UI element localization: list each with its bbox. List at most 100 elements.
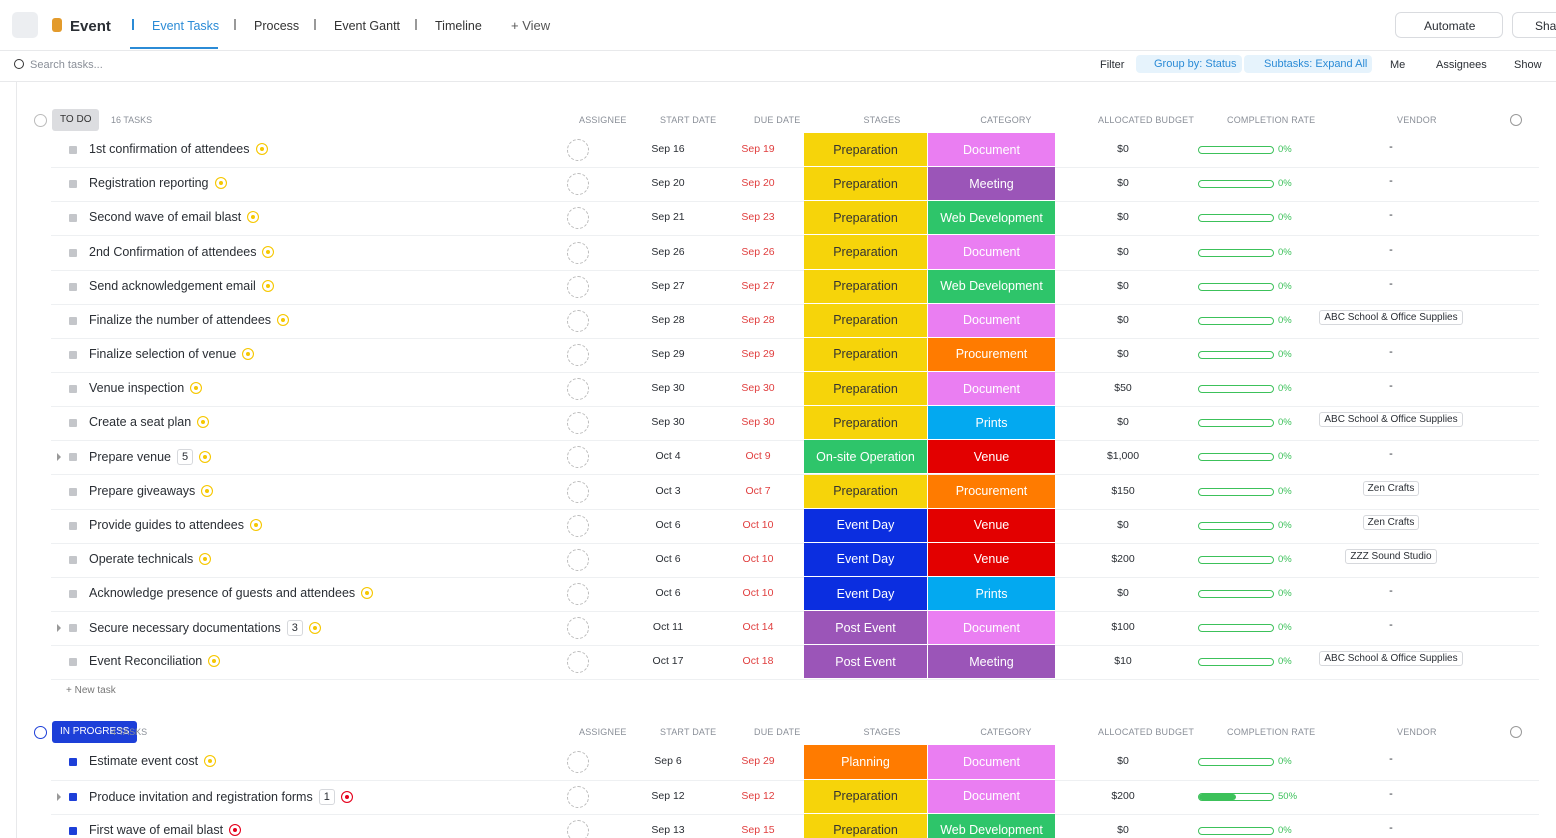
category-cell[interactable]: Document xyxy=(928,133,1055,167)
priority-icon[interactable] xyxy=(277,313,290,326)
assignee-placeholder[interactable] xyxy=(567,514,589,537)
task-name[interactable]: Send acknowledgement email xyxy=(89,279,274,293)
stage-cell[interactable]: Preparation xyxy=(804,779,927,813)
category-cell[interactable]: Prints xyxy=(928,576,1055,611)
task-row[interactable] xyxy=(51,440,1539,476)
category-cell[interactable]: Document xyxy=(928,745,1055,779)
stage-cell[interactable]: Preparation xyxy=(804,303,927,337)
category-cell[interactable]: Venue xyxy=(928,508,1055,542)
stage-cell[interactable]: Preparation xyxy=(804,474,927,508)
collapse-toggle[interactable] xyxy=(34,726,47,740)
category-cell[interactable]: Document xyxy=(928,303,1055,337)
priority-icon[interactable] xyxy=(249,518,262,531)
task-row[interactable] xyxy=(51,201,1539,237)
stage-cell[interactable]: On-site Operation xyxy=(804,440,927,474)
space-icon[interactable] xyxy=(12,12,38,38)
view-tab[interactable]: Event Gantt xyxy=(334,19,401,33)
task-name[interactable]: Create a seat plan xyxy=(89,415,210,430)
priority-icon[interactable] xyxy=(214,177,227,190)
category-cell[interactable]: Document xyxy=(928,372,1055,406)
task-row[interactable] xyxy=(51,372,1539,408)
assignee-placeholder[interactable] xyxy=(567,343,589,366)
category-cell[interactable]: Web Development xyxy=(928,813,1055,838)
task-title[interactable]: Provide guides to attendees xyxy=(89,517,244,532)
task-title[interactable]: Create a seat plan xyxy=(89,415,192,430)
task-title[interactable]: Send acknowledgement email xyxy=(89,278,256,293)
task-title[interactable]: Produce invitation and registration form… xyxy=(89,789,313,804)
priority-icon[interactable] xyxy=(247,211,260,224)
task-name[interactable]: Secure necessary documentations 3 xyxy=(89,620,321,637)
category-cell[interactable]: Document xyxy=(928,779,1055,813)
assignee-placeholder[interactable] xyxy=(567,651,589,674)
priority-icon[interactable] xyxy=(308,622,321,635)
priority-icon[interactable] xyxy=(361,587,374,600)
stage-cell[interactable]: Preparation xyxy=(804,406,927,440)
assignee-placeholder[interactable] xyxy=(567,275,589,298)
task-title[interactable]: 1st confirmation of attendees xyxy=(89,142,250,157)
assignee-placeholder[interactable] xyxy=(567,446,589,469)
task-name[interactable]: Provide guides to attendees xyxy=(89,518,262,532)
expand-arrow[interactable] xyxy=(57,453,61,462)
task-name[interactable]: Acknowledge presence of guests and atten… xyxy=(89,586,374,600)
task-row[interactable] xyxy=(51,406,1539,442)
assignees[interactable]: Assignees xyxy=(1436,59,1487,71)
priority-icon[interactable] xyxy=(204,755,217,768)
task-name[interactable]: Prepare giveaways xyxy=(89,484,214,498)
stage-cell[interactable]: Post Event xyxy=(804,611,927,645)
stage-cell[interactable]: Preparation xyxy=(804,372,927,406)
category-cell[interactable]: Prints xyxy=(928,406,1055,440)
automate-button[interactable]: Automate xyxy=(1395,12,1503,38)
assignee-placeholder[interactable] xyxy=(567,241,589,264)
subtask-count[interactable]: 5 xyxy=(177,449,194,466)
task-row[interactable] xyxy=(51,167,1539,203)
task-name[interactable]: 2nd Confirmation of attendees xyxy=(89,245,275,259)
task-name[interactable]: Event Reconciliation xyxy=(89,654,221,669)
task-row[interactable] xyxy=(51,133,1539,169)
assignee-placeholder[interactable] xyxy=(567,309,589,332)
priority-icon[interactable] xyxy=(199,552,212,565)
task-row[interactable] xyxy=(51,611,1539,647)
task-row[interactable] xyxy=(51,475,1539,510)
priority-icon[interactable] xyxy=(197,416,210,429)
task-name[interactable]: Venue inspection xyxy=(89,381,203,395)
stage-cell[interactable]: Preparation xyxy=(804,133,927,167)
view-tab[interactable]: Timeline xyxy=(435,19,482,33)
stage-cell[interactable]: Event Day xyxy=(804,542,927,576)
task-row[interactable] xyxy=(51,304,1539,339)
task-row[interactable] xyxy=(51,338,1539,374)
subtask-count[interactable]: 1 xyxy=(318,788,335,805)
task-name[interactable]: Estimate event cost xyxy=(89,754,217,769)
priority-icon[interactable] xyxy=(242,347,255,360)
add-view[interactable]: + View xyxy=(511,18,551,33)
task-name[interactable]: First wave of email blast xyxy=(89,823,242,837)
task-row[interactable] xyxy=(51,543,1539,578)
category-cell[interactable]: Web Development xyxy=(928,201,1055,235)
stage-cell[interactable]: Event Day xyxy=(804,576,927,611)
category-cell[interactable]: Document xyxy=(928,235,1055,269)
task-name[interactable]: Produce invitation and registration form… xyxy=(89,788,353,805)
group-by[interactable]: Group by: Status xyxy=(1136,55,1242,73)
priority-icon[interactable] xyxy=(255,143,268,156)
subtask-count[interactable]: 3 xyxy=(286,620,303,637)
task-row[interactable] xyxy=(51,780,1539,815)
assignee-placeholder[interactable] xyxy=(567,548,589,571)
priority-icon[interactable] xyxy=(229,823,242,836)
task-row[interactable] xyxy=(51,745,1539,781)
subtasks[interactable]: Subtasks: Expand All xyxy=(1244,55,1373,73)
stage-cell[interactable]: Preparation xyxy=(804,337,927,372)
category-cell[interactable]: Procurement xyxy=(928,337,1055,372)
task-name[interactable]: Finalize selection of venue xyxy=(89,347,255,361)
add-column[interactable] xyxy=(1510,114,1522,126)
task-title[interactable]: Estimate event cost xyxy=(89,754,199,769)
assignee-placeholder[interactable] xyxy=(567,583,589,606)
show[interactable]: Show xyxy=(1514,59,1542,71)
priority-icon[interactable] xyxy=(261,279,274,292)
category-cell[interactable]: Meeting xyxy=(928,645,1055,679)
task-name[interactable]: Operate technicals xyxy=(89,552,212,566)
priority-icon[interactable] xyxy=(340,790,353,803)
assignee-placeholder[interactable] xyxy=(567,412,589,435)
task-title[interactable]: Registration reporting xyxy=(89,176,209,191)
task-title[interactable]: Second wave of email blast xyxy=(89,210,242,225)
task-title[interactable]: Event Reconciliation xyxy=(89,654,203,669)
priority-icon[interactable] xyxy=(199,451,212,464)
